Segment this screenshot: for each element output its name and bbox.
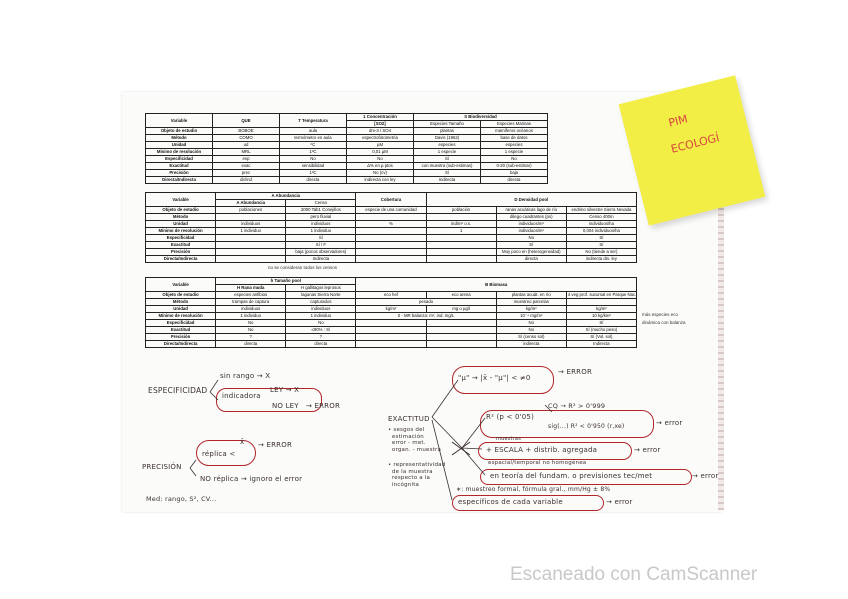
paper-edge [718,100,724,510]
table-header-row: Variable QUE T Temperatura 1 Concentración S… [145,113,548,128]
hw-muestras: muestras [496,436,522,442]
side-note: más especies eco [642,312,679,317]
hw-espacial: espacial/temporal no homogénea [488,460,587,466]
hw-exactitud-notes-2: • representatividad de la muestra respec… [388,462,446,488]
table-row: Mínimo de resolución 1 individuo 1 individ… [144,227,638,235]
hw-no-replica: NO réplica → ignoro el error [200,475,303,483]
hw-circle-escala [478,442,632,460]
hw-no-ley: NO LEY [272,402,299,410]
hw-cq: CQ → R² > 0'999 [548,402,606,410]
hw-sigc: sig(...) R² < 0'950 (r,xe) [548,423,625,430]
hw-circle-especificos [452,495,604,511]
hw-error: → error [634,446,661,454]
table-row: Directa/Indirecta Indirecta directa indirec… [144,255,638,263]
hw-mu: "µ" → |x̄ - "µ"| < ≠0 [458,374,531,382]
table-cell: directa [480,176,548,184]
table-temperature-concentration-biodiversity: Variable QUE T Temperatura 1 Concentración S… [145,113,548,184]
hw-precision: PRECISIÓN [142,463,182,471]
hw-replica: réplica < [202,450,236,458]
hw-error: → error [606,498,633,506]
hw-error: → error [656,419,683,427]
hw-exactitud-notes: • sesgos del estimación error - met. org… [388,427,442,453]
hw-xbar: x̄ [240,438,245,446]
table-row: Directa/Indirecta directa directa indirecta… [144,340,638,348]
table-cell: directa [285,340,357,348]
hw-error: → ERROR [258,441,293,449]
table2-footnote: no se consideran todos los censos [268,265,338,270]
hw-especificos: específicos de cada variable [458,498,563,506]
side-note: dinámica con balanza [642,320,686,325]
hw-error: → error [692,472,719,480]
hw-sin-rango: sin rango → X [220,372,271,380]
table-cell: Indirecta [285,255,357,263]
table-header-row: Variable h Tamaño pool B Biomasa [144,277,637,292]
hw-escala: + ESCALA + distrib. agregada [486,446,598,454]
sticky-line-1: PIM [667,112,690,130]
hw-circle-replica [196,440,256,466]
table-cell [425,255,497,263]
table-cell: indirecta din. ley [565,255,638,263]
table-cell [425,340,497,348]
sticky-line-2: ECOLOGÍ [669,131,721,156]
table-row: Método COMO termómetro en aula espectrofoto… [145,134,548,142]
table-cell [355,255,427,263]
table-cell [215,255,287,263]
hw-exactitud: EXACTITUD [388,415,430,423]
table-cell: directa [215,340,287,348]
hw-circle-indicadora [216,388,322,412]
table-cell [355,340,427,348]
hw-r2: R² (p < 0'05) [486,413,535,421]
hw-especificidad: ESPECIFICIDAD [148,386,208,395]
hw-medidas: Med: rango, S², CV... [146,495,217,503]
hw-ley: LEY → X [270,386,300,394]
hw-circle-teoria [480,469,692,485]
hw-teoria: en teoría del fundam. o previsiones tec/… [490,472,653,480]
hw-circle-mu [452,366,554,394]
table-abundance-coverage-density: Variable A Abundancia Cobertura D Densidad … [144,192,638,263]
table-cell: Indirecta [565,340,638,348]
table-row: Directa/Indirecta dir/ind directa indirecta… [145,176,548,184]
table-row: Método pero fluvial dilego cuadrantes (ps)… [144,213,638,221]
hw-indicadora: indicadora [222,392,261,400]
table-size-biomass: Variable h Tamaño pool B Biomasa H Rana mud… [144,277,638,348]
hw-error: → ERROR [306,402,341,410]
camscanner-watermark: Escaneado con CamScanner [510,564,758,585]
hw-error: → ERROR [558,368,593,376]
hw-formula: ∗: muestreo formal, fórmula gral., mm/Hg… [456,486,611,493]
